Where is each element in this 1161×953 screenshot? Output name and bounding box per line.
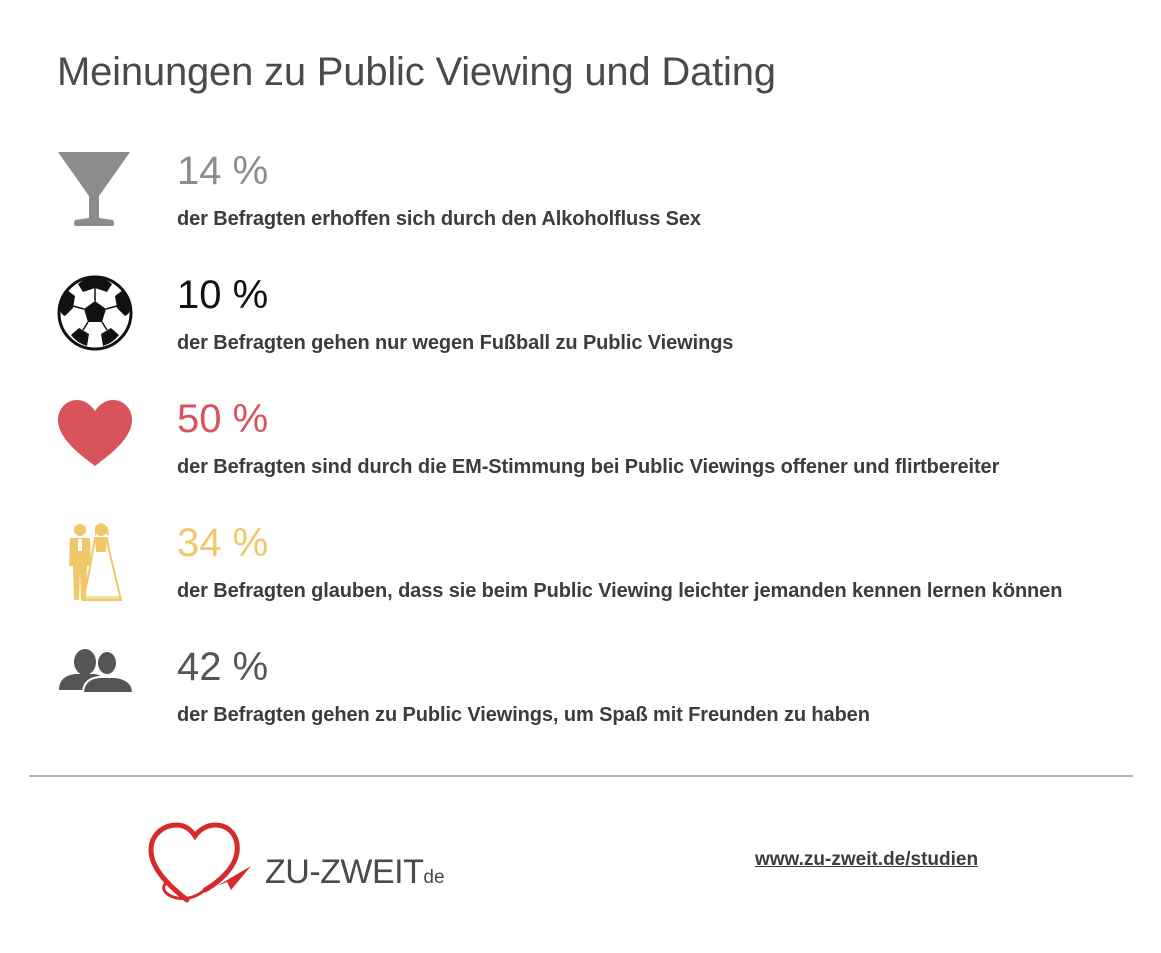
stat-description: der Befragten gehen zu Public Viewings, …	[177, 704, 870, 726]
stat-value: 50 %	[177, 397, 269, 441]
stat-value: 42 %	[177, 645, 269, 689]
cocktail-glass-icon	[55, 148, 135, 230]
stat-description: der Befragten glauben, dass sie beim Pub…	[177, 580, 1063, 602]
stat-item: 42 % der Befragten gehen zu Public Viewi…	[0, 644, 1161, 754]
stat-item: 14 % der Befragten erhoffen sich durch d…	[0, 148, 1161, 258]
stat-item: 50 % der Befragten sind durch die EM-Sti…	[0, 396, 1161, 506]
divider	[29, 775, 1133, 777]
wedding-couple-icon	[55, 520, 135, 602]
brand-name: ZU-ZWEITde	[265, 853, 445, 891]
heart-icon	[55, 396, 135, 478]
stat-item: 10 % der Befragten gehen nur wegen Fußba…	[0, 272, 1161, 382]
brand-suffix: de	[423, 867, 445, 888]
page-title: Meinungen zu Public Viewing und Dating	[57, 50, 776, 94]
stat-item: 34 % der Befragten glauben, dass sie bei…	[0, 520, 1161, 630]
stat-description: der Befragten sind durch die EM-Stimmung…	[177, 456, 1000, 478]
stat-description: der Befragten gehen nur wegen Fußball zu…	[177, 332, 734, 354]
stat-value: 14 %	[177, 149, 269, 193]
brand-logo: ZU-ZWEITde	[147, 820, 447, 910]
friends-icon	[55, 644, 135, 726]
soccer-ball-icon	[55, 272, 135, 354]
website-link[interactable]: www.zu-zweit.de/studien	[755, 849, 979, 870]
heart-logo-icon	[148, 822, 251, 903]
stat-description: der Befragten erhoffen sich durch den Al…	[177, 208, 701, 230]
stat-value: 10 %	[177, 273, 269, 317]
stat-value: 34 %	[177, 521, 269, 565]
